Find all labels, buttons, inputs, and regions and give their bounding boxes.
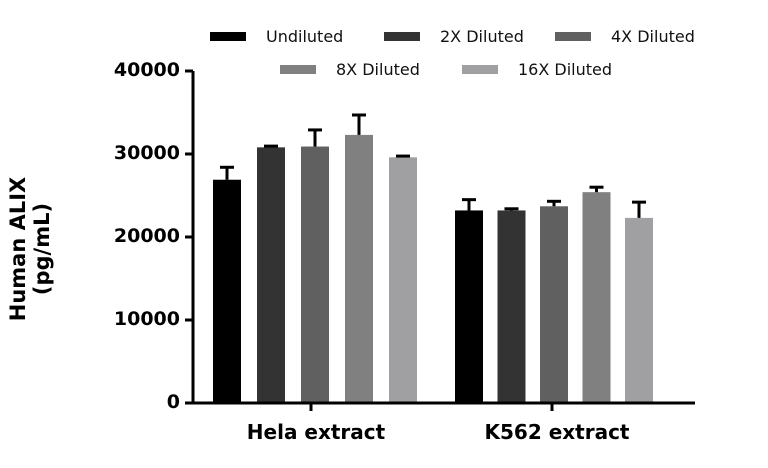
y-tick-label: 0 [166,391,180,413]
bar [540,206,568,403]
bar [455,210,483,403]
y-tick-label: 20000 [113,225,180,247]
bar [213,179,241,403]
bar [257,147,285,403]
y-tick-label: 10000 [113,308,180,330]
legend-label: 8X Diluted [336,60,420,79]
legend-item: 2X Diluted [384,27,524,46]
legend-label: 4X Diluted [611,27,695,46]
legend-item: Undiluted [210,27,343,46]
legend-item: 4X Diluted [555,27,695,46]
x-category-label: Hela extract [246,420,386,444]
legend-item: 16X Diluted [462,60,612,79]
legend-swatch-icon [210,32,246,41]
legend-label: 2X Diluted [440,27,524,46]
bar [345,134,373,403]
legend-label: 16X Diluted [518,60,613,79]
bar [582,192,611,403]
bar [625,217,653,403]
bar [497,210,526,403]
legend-swatch-icon [462,65,498,74]
y-tick-label: 30000 [113,142,180,164]
bar [389,157,417,403]
legend-swatch-icon [384,32,420,41]
x-category-label: K562 extract [484,420,630,444]
legend-swatch-icon [280,65,316,74]
legend-label: Undiluted [266,27,344,46]
legend-item: 8X Diluted [280,60,420,79]
y-tick-label: 40000 [113,59,180,81]
legend-swatch-icon [555,32,591,41]
bar [301,146,329,403]
